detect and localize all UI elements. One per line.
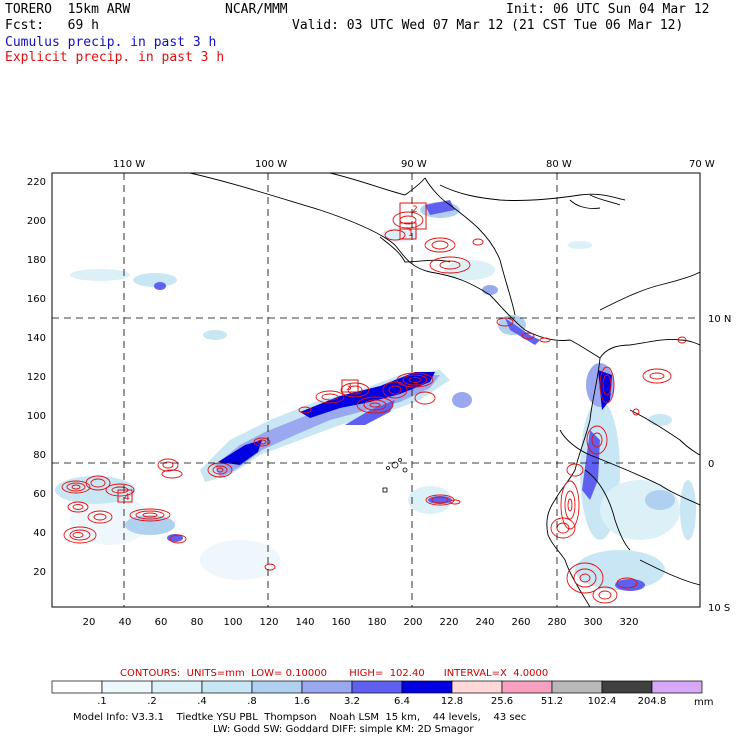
y-tick-label: 60 <box>33 489 46 500</box>
x-tick-label: 220 <box>439 617 458 628</box>
model-physics: LW: Godd SW: Goddard DIFF: simple KM: 2D… <box>213 724 474 735</box>
colorbar-swatch <box>101 680 153 694</box>
colorbar-swatch <box>601 680 653 694</box>
colorbar-swatch <box>51 680 103 694</box>
lon-label: 90 W <box>401 159 427 170</box>
colorbar-swatch <box>201 680 253 694</box>
colorbar-label: .1 <box>97 696 107 707</box>
colorbar-label: 6.4 <box>394 696 410 707</box>
x-tick-label: 280 <box>547 617 566 628</box>
contour-info: CONTOURS: UNITS=mm LOW= 0.10000 HIGH= 10… <box>120 668 549 679</box>
colorbar-swatch <box>651 680 703 694</box>
lat-label: 10 N <box>708 314 731 325</box>
lat-lon-grid <box>52 173 700 607</box>
lon-label: 110 W <box>113 159 145 170</box>
x-tick-label: 80 <box>191 617 204 628</box>
coastlines <box>189 173 700 607</box>
colorbar-label: 12.8 <box>441 696 463 707</box>
bottom-axis-labels: 20 40 60 80 100 120 140 160 180 200 220 … <box>83 617 639 628</box>
y-tick-label: 100 <box>27 411 46 422</box>
valid-time: Valid: 03 UTC Wed 07 Mar 12 (21 CST Tue … <box>292 18 684 33</box>
model-title: TORERO 15km ARW <box>5 2 131 17</box>
x-tick-label: 120 <box>259 617 278 628</box>
x-tick-label: 200 <box>403 617 422 628</box>
colorbar-label: .8 <box>247 696 257 707</box>
colorbar-label: .4 <box>197 696 207 707</box>
colorbar-label: 102.4 <box>588 696 617 707</box>
explicit-precip-contours <box>61 211 687 604</box>
right-lat-labels: 10 N 0 10 S <box>708 314 731 614</box>
colorbar-label: 3.2 <box>344 696 360 707</box>
y-tick-label: 160 <box>27 294 46 305</box>
org-label: NCAR/MMM <box>225 2 288 17</box>
x-tick-label: 40 <box>119 617 132 628</box>
x-tick-label: 300 <box>583 617 602 628</box>
x-tick-label: 180 <box>367 617 386 628</box>
colorbar-swatch <box>401 680 453 694</box>
y-tick-label: 120 <box>27 372 46 383</box>
x-tick-label: 100 <box>223 617 242 628</box>
y-tick-label: 140 <box>27 333 46 344</box>
station-boxes <box>117 202 427 503</box>
colorbar-label: .2 <box>147 696 157 707</box>
colorbar-swatch <box>551 680 603 694</box>
lat-label: 0 <box>708 459 714 470</box>
colorbar-swatch <box>301 680 353 694</box>
y-tick-label: 180 <box>27 255 46 266</box>
x-tick-label: 60 <box>155 617 168 628</box>
forecast-hour: Fcst: 69 h <box>5 18 99 33</box>
colorbar-swatch <box>151 680 203 694</box>
colorbar-swatch <box>251 680 303 694</box>
y-tick-label: 20 <box>33 567 46 578</box>
lon-label: 70 W <box>689 159 715 170</box>
x-tick-label: 160 <box>331 617 350 628</box>
station-box-labels: 1 2 3 4 <box>124 205 418 503</box>
lon-label: 80 W <box>546 159 572 170</box>
box-label-4: 4 <box>124 493 130 503</box>
colorbar: .1 .2 .4 .8 1.6 3.2 6.4 12.8 25.6 51.2 102.4 204.8 <box>51 680 703 707</box>
x-tick-label: 20 <box>83 617 96 628</box>
colorbar-unit: mm <box>694 697 713 708</box>
x-tick-label: 240 <box>475 617 494 628</box>
y-tick-label: 200 <box>27 216 46 227</box>
top-lon-labels: 110 W 100 W 90 W 80 W 70 W <box>113 159 715 170</box>
x-tick-label: 320 <box>619 617 638 628</box>
init-time: Init: 06 UTC Sun 04 Mar 12 <box>506 2 710 17</box>
model-info: Model Info: V3.3.1 Tiedtke YSU PBL Thomp… <box>73 712 527 723</box>
x-tick-label: 140 <box>295 617 314 628</box>
galapagos-islands <box>382 458 408 493</box>
cumulus-legend: Cumulus precip. in past 3 h <box>5 35 217 50</box>
y-tick-label: 80 <box>33 450 46 461</box>
x-tick-label: 260 <box>511 617 530 628</box>
colorbar-label: 25.6 <box>491 696 513 707</box>
colorbar-label: 1.6 <box>294 696 310 707</box>
left-axis-labels: 220 200 180 160 140 120 100 80 60 40 20 <box>27 177 46 578</box>
colorbar-label: 204.8 <box>638 696 667 707</box>
box-label-1: 1 <box>408 229 414 239</box>
colorbar-swatch <box>501 680 553 694</box>
colorbar-swatch <box>451 680 503 694</box>
y-tick-label: 220 <box>27 177 46 188</box>
lat-label: 10 S <box>708 603 730 614</box>
lon-label: 100 W <box>255 159 287 170</box>
box-label-2: 2 <box>412 205 418 215</box>
y-tick-label: 40 <box>33 528 46 539</box>
explicit-legend: Explicit precip. in past 3 h <box>5 50 225 65</box>
colorbar-label: 51.2 <box>541 696 563 707</box>
colorbar-swatch <box>351 680 403 694</box>
box-label-3: 3 <box>346 383 352 393</box>
